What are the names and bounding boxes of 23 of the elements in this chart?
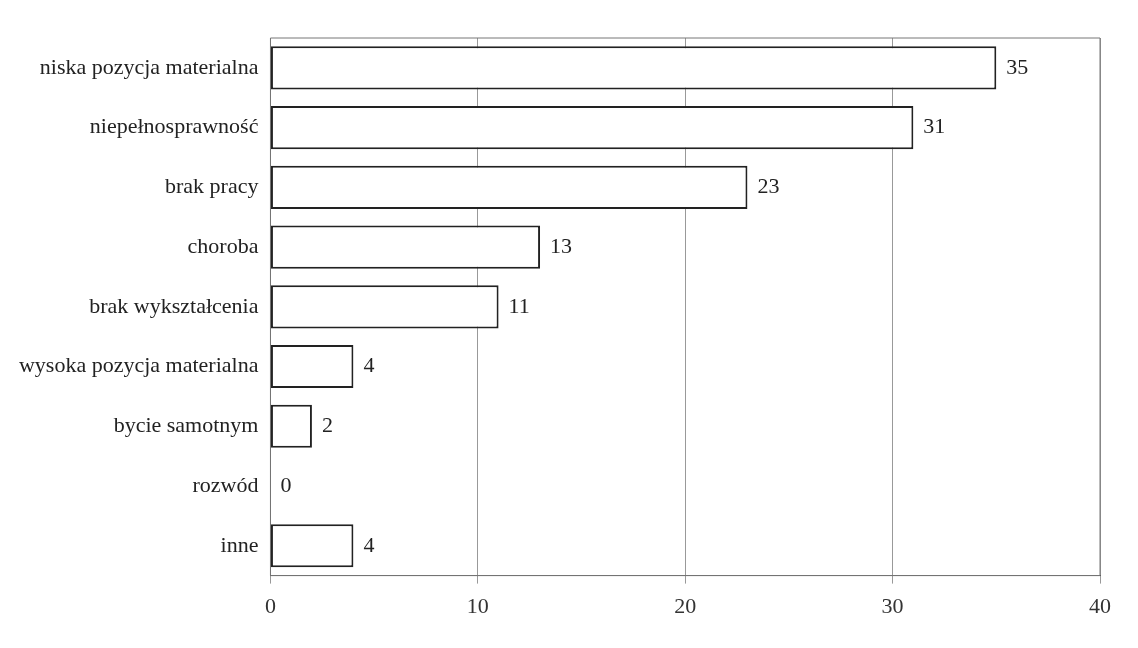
x-tick-label: 20 (674, 592, 697, 618)
y-tick-label: brak wykształcenia (89, 292, 259, 318)
data-label: 4 (363, 531, 375, 557)
y-tick-label: niska pozycja materialna (39, 53, 259, 79)
data-label: 35 (1006, 53, 1029, 79)
data-label: 23 (757, 173, 780, 199)
x-tick-label: 10 (466, 592, 489, 618)
data-label: 2 (321, 412, 333, 438)
data-label: 31 (923, 113, 946, 139)
data-label: 13 (550, 232, 573, 258)
data-label: 11 (508, 292, 530, 318)
data-label: 4 (363, 352, 375, 378)
y-tick-label: niepełnosprawność (89, 113, 259, 139)
y-tick-label: brak pracy (165, 173, 259, 199)
y-tick-label: choroba (187, 232, 259, 258)
y-tick-label: rozwód (192, 471, 259, 497)
x-tick-label: 40 (1089, 592, 1111, 618)
y-tick-label: inne (220, 531, 259, 557)
data-label: 0 (280, 471, 292, 497)
y-tick-label: wysoka pozycja materialna (18, 352, 259, 378)
x-tick-label: 0 (264, 592, 276, 618)
x-tick-label: 30 (881, 592, 904, 618)
y-tick-label: bycie samotnym (113, 412, 259, 438)
